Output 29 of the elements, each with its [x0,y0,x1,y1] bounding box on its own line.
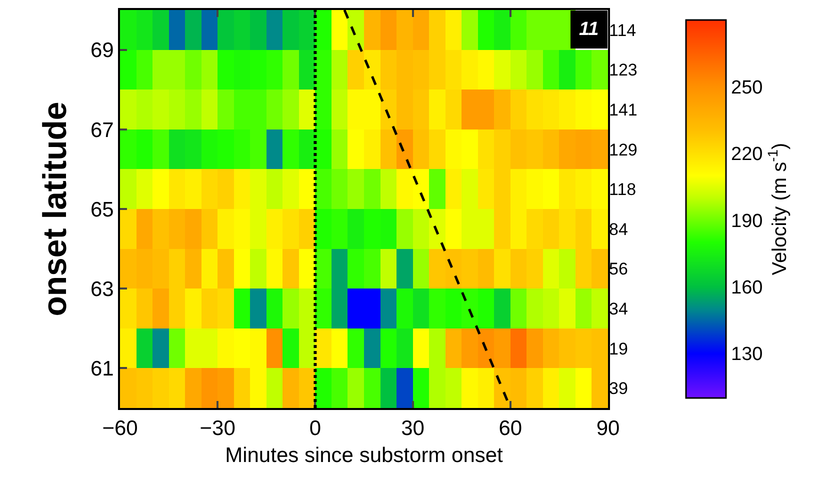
category-label: 34 [609,299,628,318]
x-tick-label: 60 [498,417,522,440]
category-label: 129 [609,140,638,160]
y-tick-label: 67 [90,118,114,142]
category-label: 123 [609,60,638,80]
color-bar-label: 130 [731,344,763,366]
category-label: 39 [609,379,628,398]
y-tick-label: 63 [90,278,114,301]
color-bar-label: 220 [731,144,763,166]
category-label: 84 [609,220,628,239]
y-tick-label: 69 [90,39,114,62]
category-label: 19 [609,339,628,358]
category-label: 118 [609,180,636,200]
color-bar-label: 160 [731,277,763,298]
x-tick-label: −60 [102,417,138,440]
category-label: 114 [609,20,636,40]
x-axis-title: Minutes since substorm onset [225,444,504,467]
category-label: 56 [609,260,628,279]
x-tick-label: 90 [596,417,620,440]
y-axis-title: onset latitude [36,102,73,316]
color-bar-label: 190 [731,210,763,232]
x-tick-label: 0 [309,417,322,440]
y-tick-label: 65 [90,198,114,222]
color-bar-label: 250 [731,77,763,98]
category-label: 141 [609,100,638,120]
x-tick-label: 30 [401,417,424,440]
annotation: 11 [579,19,599,40]
y-tick-label: 61 [90,358,114,381]
x-tick-label: −30 [200,417,236,440]
